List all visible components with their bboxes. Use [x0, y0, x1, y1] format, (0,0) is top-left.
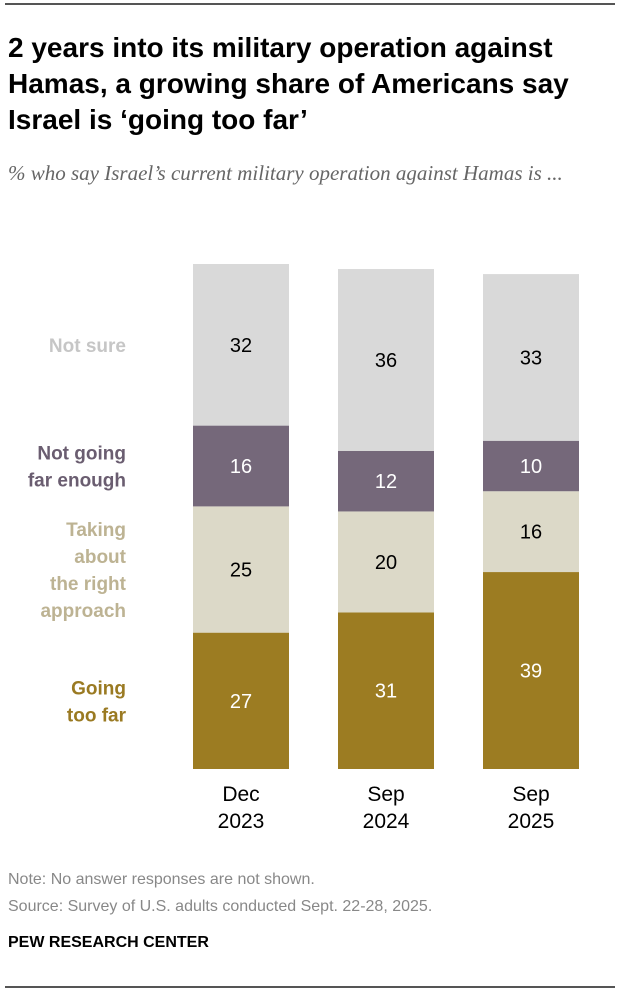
- data-label: 32: [230, 335, 252, 357]
- bar-segment: [338, 612, 434, 769]
- legend-label: Taking: [66, 520, 126, 541]
- data-label: 39: [520, 661, 542, 683]
- chart-title: 2 years into its military operation agai…: [8, 32, 569, 135]
- brand-logo-text: PEW RESEARCH CENTER: [8, 934, 209, 951]
- bar-segment: [338, 450, 434, 512]
- x-tick-label: Sep: [512, 783, 549, 806]
- bar-segment: [483, 440, 579, 492]
- legend-label: too far: [67, 705, 127, 726]
- bar-segment: [483, 491, 579, 573]
- legend-label: approach: [40, 601, 126, 622]
- x-tick-label: 2025: [508, 810, 555, 833]
- bottom-rule: [5, 986, 615, 988]
- bar-segment: [193, 632, 289, 769]
- data-label: 16: [520, 522, 542, 544]
- bar-segment: [483, 572, 579, 769]
- legend-label: the right: [50, 574, 127, 595]
- legend-label: Not going: [37, 444, 126, 465]
- legend-label: far enough: [28, 471, 126, 492]
- x-tick-label: Sep: [367, 783, 404, 806]
- x-tick-label: 2024: [363, 810, 410, 833]
- x-tick-label: Dec: [222, 783, 259, 806]
- data-label: 16: [230, 456, 252, 478]
- top-rule: [5, 3, 615, 5]
- data-label: 25: [230, 560, 252, 582]
- bar-segment: [193, 264, 289, 426]
- chart-source: Source: Survey of U.S. adults conducted …: [8, 898, 433, 915]
- data-label: 12: [375, 471, 397, 493]
- legend-label: Not sure: [49, 336, 126, 357]
- legend-label: about: [74, 547, 126, 568]
- bar-segment: [483, 274, 579, 441]
- legend-label: Going: [71, 678, 126, 699]
- bar-segment: [193, 506, 289, 633]
- stacked-bar-chart: 27 25 16 32 Dec 2023 31 20 12 36 Sep 2024 39 16 10 33 Se…: [28, 264, 579, 833]
- data-label: 33: [520, 347, 542, 369]
- bar-segment: [193, 425, 289, 507]
- data-label: 31: [375, 681, 397, 703]
- data-label: 27: [230, 691, 252, 713]
- data-label: 10: [520, 456, 542, 478]
- x-tick-label: 2023: [218, 810, 265, 833]
- chart-subtitle: % who say Israel’s current military oper…: [8, 161, 563, 185]
- data-label: 36: [375, 350, 397, 372]
- data-label: 20: [375, 552, 397, 574]
- chart-note: Note: No answer responses are not shown.: [8, 871, 315, 888]
- bar-segment: [338, 511, 434, 613]
- bar-segment: [338, 269, 434, 451]
